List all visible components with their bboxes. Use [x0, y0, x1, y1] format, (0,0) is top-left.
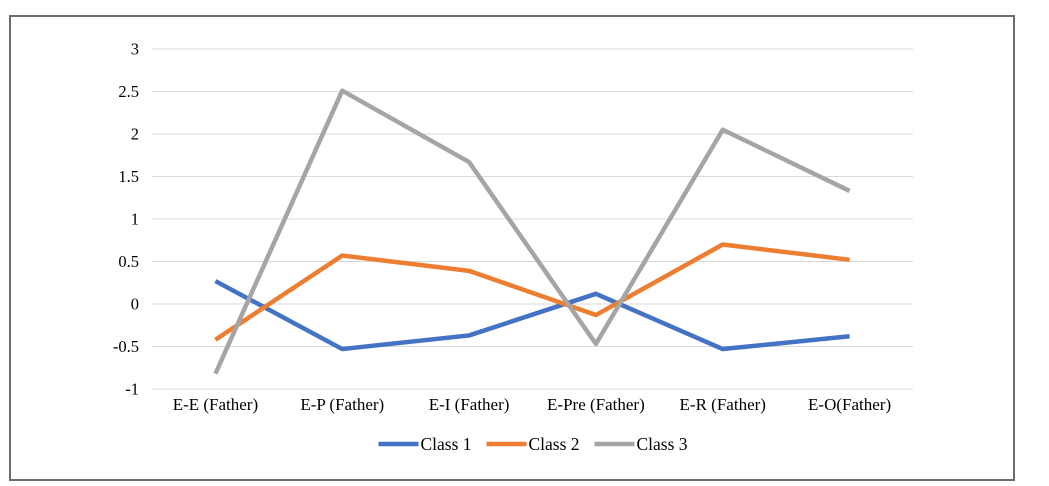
legend-label-class-3: Class 3 [637, 434, 688, 454]
legend-label-class-2: Class 2 [529, 434, 580, 454]
y-axis-tick-label: 1.5 [118, 167, 139, 186]
y-axis-tick-label: -1 [125, 380, 139, 399]
x-axis-category-label: E-I (Father) [429, 395, 510, 414]
y-axis-tick-label: 2.5 [118, 82, 139, 101]
series-line-class-1 [214, 279, 850, 352]
y-axis-tick-label: 3 [131, 40, 139, 59]
series-line-class-3 [213, 88, 851, 375]
x-axis-category-label: E-R (Father) [680, 395, 766, 414]
y-axis-tick-label: 2 [131, 125, 139, 144]
figure-border-frame [9, 15, 1015, 481]
y-axis-tick-label: -0.5 [113, 337, 139, 356]
y-axis-tick-label: 0 [131, 295, 139, 314]
x-axis-category-label: E-P (Father) [300, 395, 384, 414]
y-axis-tick-label: 0.5 [118, 252, 139, 271]
x-axis-category-label: E-O(Father) [808, 395, 891, 414]
series-line-class-2 [214, 242, 850, 342]
y-axis-tick-label: 1 [131, 210, 139, 229]
x-axis-category-label: E-Pre (Father) [547, 395, 645, 414]
legend-label-class-1: Class 1 [421, 434, 472, 454]
x-axis-category-label: E-E (Father) [173, 395, 258, 414]
